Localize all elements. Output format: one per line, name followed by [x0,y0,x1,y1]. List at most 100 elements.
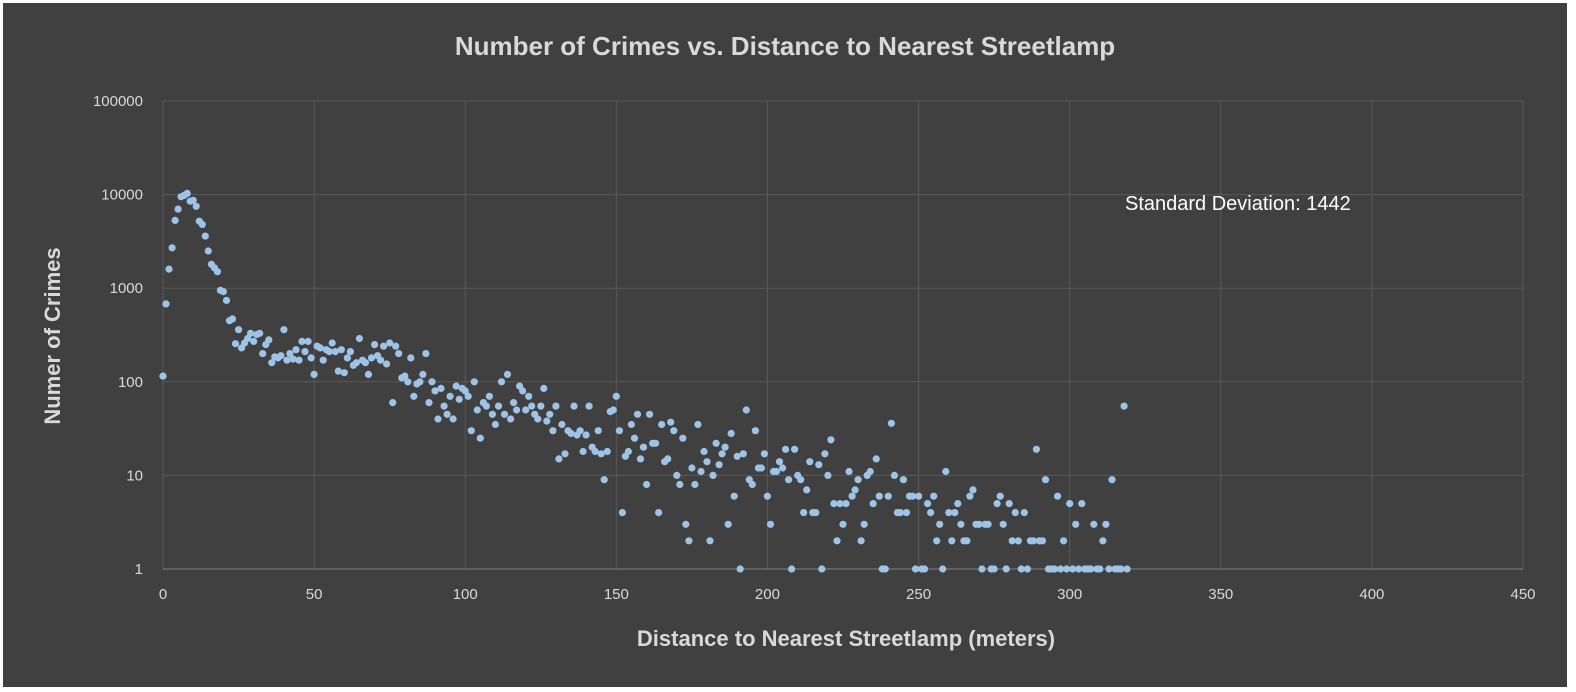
data-point [1023,565,1031,573]
data-point [679,434,687,442]
data-point [534,415,542,423]
data-point [966,492,974,500]
standard-deviation-annotation: Standard Deviation: 1442 [1125,193,1351,215]
scatter-plot: Number of Crimes vs. Distance to Nearest… [40,31,1536,651]
data-point [1075,565,1083,573]
y-tick-label: 1000 [110,280,143,297]
data-point [231,340,240,348]
x-tick-label: 50 [306,586,323,603]
x-tick-label: 100 [453,586,478,603]
data-point [352,359,360,367]
data-point [697,467,705,476]
data-point [772,467,781,476]
chart-title: Number of Crimes vs. Distance to Nearest… [455,31,1115,61]
data-point [1017,565,1025,573]
data-point [1005,500,1013,508]
data-point [652,439,660,447]
data-point [945,509,953,517]
data-point [963,537,971,545]
data-point [355,334,363,343]
data-point [854,476,862,484]
data-point [957,520,965,528]
data-point [422,350,430,358]
data-point [627,420,636,429]
data-point [818,565,826,573]
data-point [845,467,853,476]
data-point [1066,500,1074,508]
data-point [1008,537,1016,545]
data-point [884,492,892,500]
data-point [800,509,808,517]
data-point [691,480,699,489]
data-point [298,337,306,345]
data-point [739,450,747,458]
data-point [609,406,617,414]
data-point [1069,565,1077,573]
data-point [416,378,424,386]
data-point [491,420,499,429]
data-point [591,447,599,456]
data-point [280,326,288,334]
data-point [836,500,844,508]
x-tick-label: 300 [1057,586,1082,603]
data-point [1102,520,1110,528]
chart-area: Number of Crimes vs. Distance to Nearest… [3,3,1567,687]
data-point [939,565,947,573]
data-point [639,443,648,451]
data-point [364,370,373,378]
tick-labels: 0 50 100 150 200 250 300 350 400 450 1 10 100 1000 100… [93,93,1536,603]
data-point [201,232,209,240]
data-point [259,350,267,358]
data-point [558,420,566,429]
data-point [636,455,645,463]
data-point [361,359,370,367]
data-point [839,520,847,528]
data-point [552,402,560,410]
data-point [718,450,726,458]
data-point [319,356,327,364]
data-point [658,420,666,429]
data-point [742,406,750,414]
data-point [540,384,548,392]
data-point [443,410,451,418]
data-point [1108,476,1116,484]
data-point [519,387,527,395]
data-point [576,427,584,435]
data-point [162,300,170,308]
data-point [875,492,883,500]
data-point [655,509,663,517]
x-tick-label: 450 [1510,586,1535,603]
data-point [461,387,469,395]
data-point [494,402,503,410]
data-point [228,315,237,323]
data-point [978,565,986,573]
data-point [842,500,850,508]
data-point [643,480,651,489]
data-point [1057,565,1065,573]
data-point [159,372,167,380]
data-point [933,537,941,545]
data-point [392,342,400,350]
data-point [712,439,720,447]
data-point [473,406,481,414]
data-point [168,244,176,252]
x-tick-label: 250 [906,586,931,603]
data-point [803,486,811,494]
x-axis-title: Distance to Nearest Streetlamp (meters) [637,626,1055,651]
data-point [204,247,212,255]
data-point [171,216,179,224]
data-point [788,565,796,573]
data-point [482,402,490,410]
data-point [476,434,484,442]
data-point [507,415,515,423]
data-point [724,520,732,528]
data-point [513,406,521,414]
data-point [419,370,427,378]
data-point [277,352,285,360]
y-tick-label: 1 [135,561,143,578]
data-point [782,445,790,453]
data-point [522,406,530,414]
data-point [331,348,339,356]
data-point [624,447,633,456]
data-point [869,500,877,508]
